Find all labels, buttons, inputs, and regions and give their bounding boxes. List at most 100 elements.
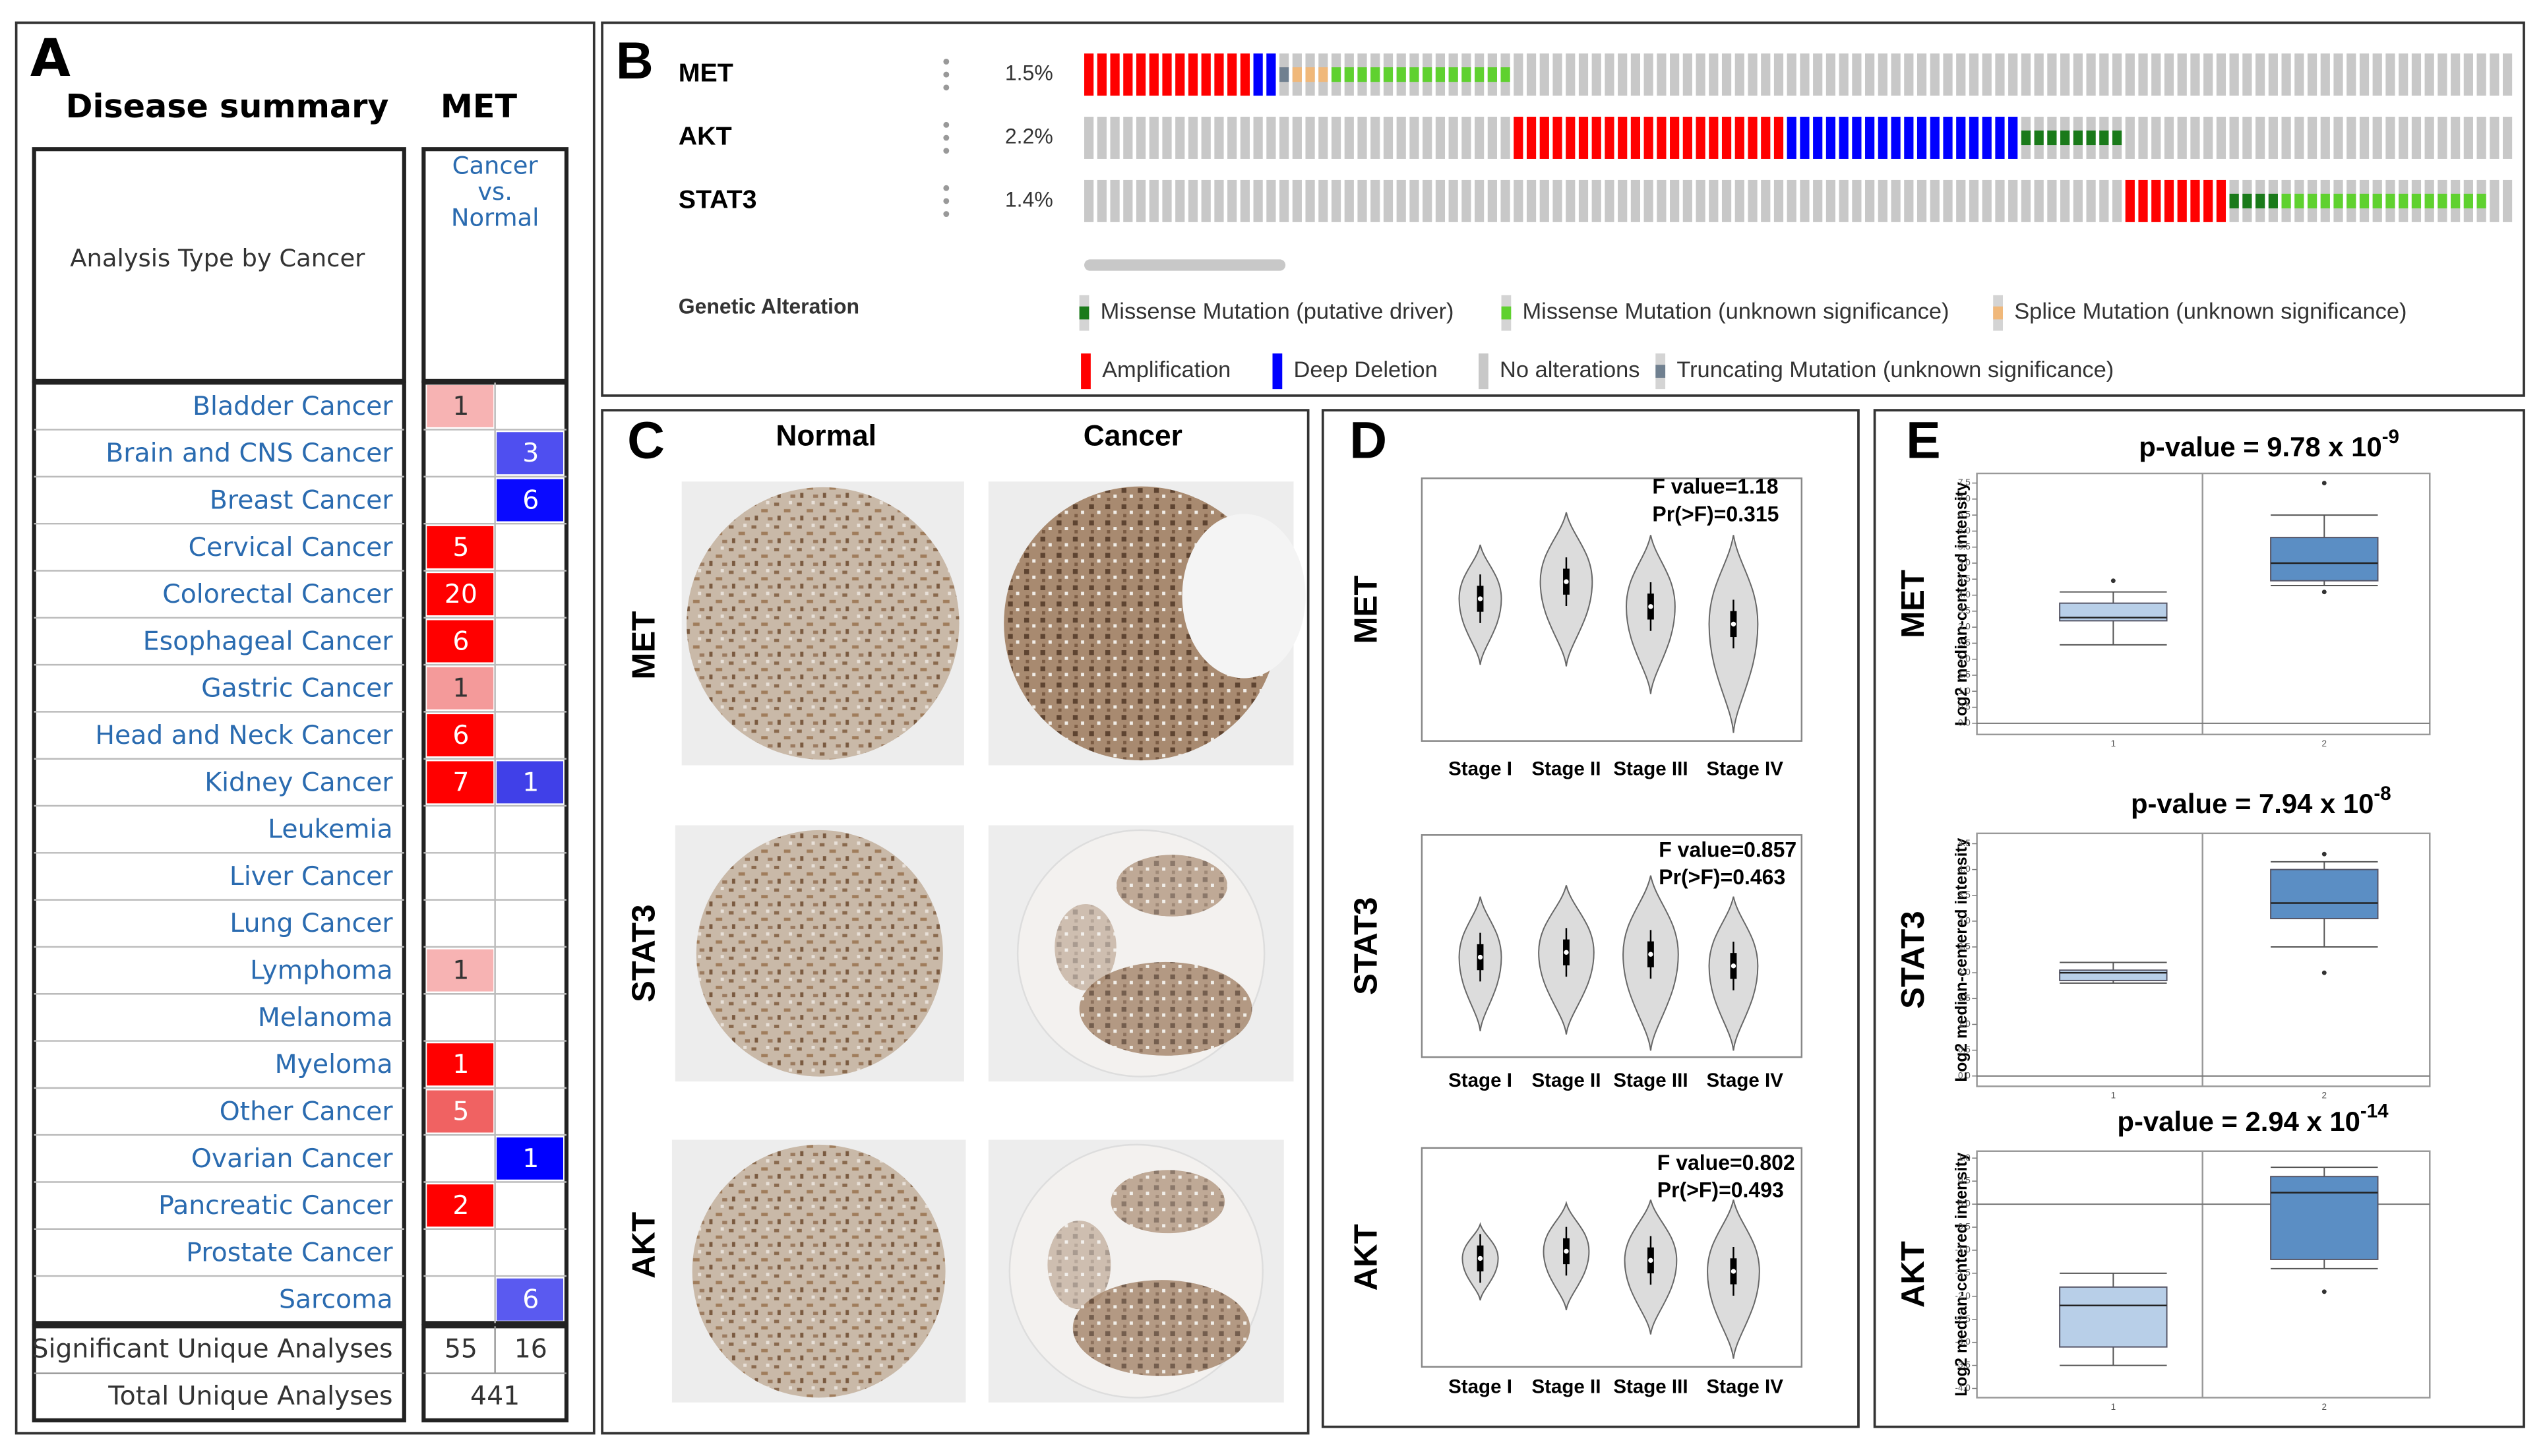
tissue-core	[692, 1144, 946, 1398]
y-tick-label: 0.0	[1958, 1070, 1971, 1080]
x-tick-label: 1	[2111, 739, 2116, 748]
sample-bar	[2164, 53, 2174, 96]
chart-title: p-value = 2.94 x 10-14	[2117, 1101, 2389, 1137]
sample-bar	[1188, 179, 1198, 222]
box	[2059, 1286, 2168, 1348]
panel-letter: A	[30, 28, 71, 88]
sample-bar	[2255, 53, 2265, 96]
y-tick-label: 2.5	[1958, 638, 1971, 648]
tissue-core	[696, 830, 943, 1077]
sample-bar	[1943, 117, 1953, 159]
sample-bar	[1761, 179, 1771, 222]
sample-bar	[2490, 53, 2499, 96]
sample-bar	[1813, 179, 1823, 222]
sample-bar	[1423, 179, 1432, 222]
sample-bar	[2346, 193, 2356, 208]
sample-bar	[2463, 193, 2473, 208]
sample-bar	[1591, 179, 1601, 222]
panel-c-frame	[601, 409, 1310, 1435]
cell-count: 6	[452, 720, 469, 750]
cell-up	[427, 620, 494, 663]
sample-bar	[1201, 117, 1211, 159]
scrollbar	[1084, 259, 1286, 271]
sample-bar	[1292, 117, 1302, 159]
cell-up	[427, 761, 494, 804]
y-tick-label: -1.0	[1955, 1245, 1970, 1255]
sample-bar	[1643, 53, 1653, 96]
sample-bar	[2424, 193, 2434, 208]
sample-bar	[1865, 53, 1875, 96]
cell-down	[497, 432, 564, 475]
sample-bar	[2021, 53, 2031, 96]
sample-bar	[2151, 179, 2161, 222]
sample-bar	[1149, 53, 1159, 96]
sample-bar	[1956, 117, 1966, 159]
y-tick-label: 1.0	[1958, 686, 1971, 696]
sample-bar	[2451, 53, 2461, 96]
x-tick-label: 2	[2322, 1091, 2327, 1101]
sample-bar	[1630, 117, 1641, 159]
sample-bar	[1188, 117, 1198, 159]
chart-title: p-value = 9.78 x 10-9	[2139, 426, 2399, 462]
column-label: Normal	[776, 420, 876, 452]
sample-bar	[1396, 179, 1406, 222]
sample-bar	[1266, 117, 1276, 159]
sample-bar	[1240, 117, 1250, 159]
sample-bar	[2281, 117, 2291, 159]
sample-bar	[1800, 117, 1810, 159]
sample-bar	[1982, 117, 1992, 159]
sample-bar	[1800, 53, 1810, 96]
legend-label: Amplification	[1102, 357, 1231, 382]
menu-dot	[943, 121, 950, 128]
sample-bar	[2151, 117, 2161, 159]
sample-bar	[1123, 53, 1133, 96]
sample-bar	[1787, 179, 1796, 222]
sample-bar	[1175, 53, 1185, 96]
sample-bar	[1331, 179, 1341, 222]
cancer-label: Breast Cancer	[210, 485, 394, 516]
sample-bar	[2411, 193, 2422, 208]
stage-label: Stage IV	[1706, 1376, 1783, 1398]
title-text: p-value = 7.94 x 10	[2131, 788, 2374, 819]
panel-letter: E	[1906, 411, 1941, 470]
stat-text: Pr(>F)=0.315	[1652, 502, 1779, 526]
y-tick-label: 3.5	[1958, 890, 1971, 899]
summary-count: 441	[470, 1381, 520, 1411]
box	[2270, 537, 2379, 582]
cancer-label: Colorectal Cancer	[162, 579, 393, 609]
sample-bar	[1227, 53, 1237, 96]
sample-bar	[1630, 179, 1641, 222]
sample-bar	[1591, 53, 1601, 96]
sample-bar	[2177, 179, 2187, 222]
sample-bar	[1227, 179, 1237, 222]
stat-text: F value=0.802	[1657, 1151, 1795, 1174]
sample-bar	[2438, 117, 2447, 159]
sample-bar	[1435, 179, 1446, 222]
sample-bar	[1292, 179, 1302, 222]
title-exponent: -8	[2374, 783, 2391, 804]
sample-bar	[1605, 53, 1614, 96]
sample-bar	[1110, 179, 1120, 222]
sample-bar	[2385, 193, 2395, 208]
gene-title: MET	[441, 87, 518, 125]
sample-bar	[1526, 53, 1537, 96]
cancer-label: Bladder Cancer	[193, 391, 393, 421]
sample-bar	[2438, 193, 2447, 208]
cell-count: 6	[522, 1285, 539, 1315]
sample-bar	[2125, 117, 2135, 159]
sample-bar	[1240, 179, 1250, 222]
sample-bar	[2229, 53, 2239, 96]
sample-bar	[1761, 117, 1771, 159]
sample-bar	[2242, 193, 2252, 208]
sample-bar	[2346, 117, 2356, 159]
percent-label: 1.4%	[1005, 187, 1053, 211]
sample-bar	[2424, 53, 2434, 96]
y-tick-label: 1.5	[1958, 993, 1971, 1003]
violin-median	[1564, 579, 1569, 584]
sample-bar	[1370, 117, 1380, 159]
sample-bar	[1852, 117, 1862, 159]
y-tick-label: 6.5	[1958, 510, 1971, 520]
title-text: p-value = 2.94 x 10	[2117, 1106, 2360, 1137]
y-tick-label: -0.5	[1955, 1222, 1970, 1232]
sample-bar	[1773, 117, 1784, 159]
